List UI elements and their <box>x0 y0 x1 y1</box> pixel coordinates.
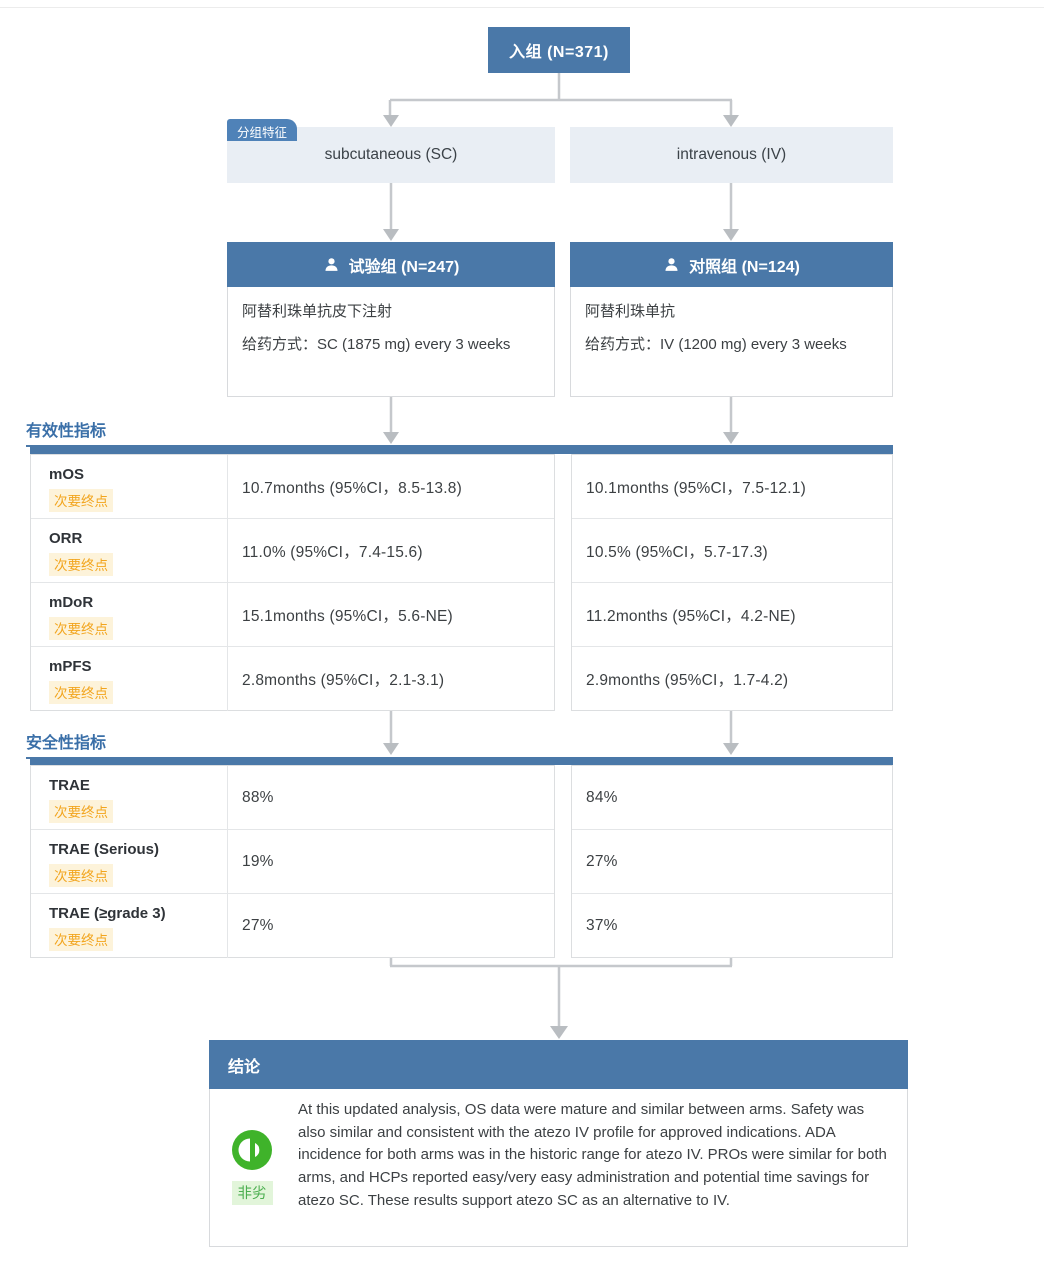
experimental-arm-card: 试验组 (N=247) 阿替利珠单抗皮下注射 给药方式：SC (1875 mg)… <box>227 242 555 397</box>
non-inferiority-badge: 非劣 <box>231 1181 273 1205</box>
metric-value-iv: 84% <box>586 788 618 806</box>
branch-intravenous-label: intravenous (IV) <box>676 146 787 163</box>
table-row: ORR 次要终点 11.0% (95%CI，7.4-15.6) <box>31 519 554 583</box>
metric-name: mDoR <box>49 594 94 611</box>
conclusion-header: 结论 <box>209 1040 908 1089</box>
metric-value-sc: 19% <box>242 852 274 870</box>
endpoint-badge: 次要终点 <box>49 681 113 704</box>
group-feature-tag: 分组特征 <box>227 119 298 141</box>
endpoint-badge: 次要终点 <box>49 617 113 640</box>
metric-label-cell: ORR 次要终点 <box>31 519 228 582</box>
table-row: 10.5% (95%CI，5.7-17.3) <box>572 519 892 583</box>
metric-label-cell: mPFS 次要终点 <box>31 647 228 711</box>
metric-label-cell: TRAE (Serious) 次要终点 <box>31 830 228 893</box>
table-row: 84% <box>572 766 892 830</box>
metric-name: mOS <box>49 466 85 483</box>
experimental-arm-body: 阿替利珠单抗皮下注射 给药方式：SC (1875 mg) every 3 wee… <box>228 287 554 370</box>
non-inferiority-icon <box>232 1130 272 1170</box>
safety-section-title: 安全性指标 <box>26 729 893 759</box>
table-row: 27% <box>572 830 892 894</box>
branch-subcutaneous-label: subcutaneous (SC) <box>324 146 458 163</box>
efficacy-table-sc: mOS 次要终点 10.7months (95%CI，8.5-13.8) ORR… <box>30 454 555 711</box>
table-row: mPFS 次要终点 2.8months (95%CI，2.1-3.1) <box>31 647 554 711</box>
metric-label-cell: TRAE 次要终点 <box>31 766 228 829</box>
endpoint-badge: 次要终点 <box>49 928 113 951</box>
control-arm-title: 对照组 (N=124) <box>689 258 800 276</box>
enrollment-label: 入组 (N=371) <box>509 44 609 61</box>
efficacy-section-bar <box>30 446 893 454</box>
endpoint-badge: 次要终点 <box>49 800 113 823</box>
safety-section-bar <box>30 757 893 765</box>
table-row: TRAE (≥grade 3) 次要终点 27% <box>31 894 554 958</box>
table-row: 37% <box>572 894 892 958</box>
efficacy-section-title: 有效性指标 <box>26 417 893 447</box>
metric-value-sc: 15.1months (95%CI，5.6-NE) <box>242 607 453 625</box>
table-row: 10.1months (95%CI，7.5-12.1) <box>572 455 892 519</box>
efficacy-table-iv: 10.1months (95%CI，7.5-12.1) 10.5% (95%CI… <box>571 454 893 711</box>
metric-value-iv: 11.2months (95%CI，4.2-NE) <box>586 607 796 625</box>
non-inferiority-indicator: 非劣 <box>223 1129 281 1213</box>
page-top-divider <box>0 7 1044 8</box>
control-arm-body: 阿替利珠单抗 给药方式：IV (1200 mg) every 3 weeks <box>571 287 892 370</box>
metric-value-sc: 88% <box>242 788 274 806</box>
experimental-arm-dosing: 给药方式：SC (1875 mg) every 3 weeks <box>242 336 511 353</box>
metric-value-sc: 11.0% (95%CI，7.4-15.6) <box>242 543 423 561</box>
safety-table-sc: TRAE 次要终点 88% TRAE (Serious) 次要终点 19% TR… <box>30 765 555 958</box>
endpoint-badge: 次要终点 <box>49 489 113 512</box>
table-row: 2.9months (95%CI，1.7-4.2) <box>572 647 892 711</box>
metric-value-sc: 2.8months (95%CI，2.1-3.1) <box>242 672 445 689</box>
table-row: mDoR 次要终点 15.1months (95%CI，5.6-NE) <box>31 583 554 647</box>
control-arm-drug: 阿替利珠单抗 <box>585 303 676 320</box>
enrollment-node: 入组 (N=371) <box>488 27 630 73</box>
metric-value-iv: 10.5% (95%CI，5.7-17.3) <box>586 543 768 561</box>
experimental-arm-drug: 阿替利珠单抗皮下注射 <box>242 303 393 320</box>
endpoint-badge: 次要终点 <box>49 553 113 576</box>
endpoint-badge: 次要终点 <box>49 864 113 887</box>
metric-name: TRAE (≥grade 3) <box>49 905 166 922</box>
control-arm-card: 对照组 (N=124) 阿替利珠单抗 给药方式：IV (1200 mg) eve… <box>570 242 893 397</box>
control-arm-dosing: 给药方式：IV (1200 mg) every 3 weeks <box>585 336 847 353</box>
metric-label-cell: TRAE (≥grade 3) 次要终点 <box>31 894 228 958</box>
conclusion-body: 非劣 At this updated analysis, OS data wer… <box>210 1089 907 1213</box>
conclusion-title: 结论 <box>228 1058 261 1076</box>
metric-value-sc: 27% <box>242 917 274 934</box>
metric-name: ORR <box>49 530 83 547</box>
metric-value-iv: 10.1months (95%CI，7.5-12.1) <box>586 479 806 497</box>
metric-value-iv: 37% <box>586 917 618 934</box>
metric-value-sc: 10.7months (95%CI，8.5-13.8) <box>242 479 462 497</box>
table-row: 11.2months (95%CI，4.2-NE) <box>572 583 892 647</box>
branch-intravenous: intravenous (IV) <box>570 127 893 183</box>
person-icon <box>325 258 338 271</box>
metric-name: mPFS <box>49 658 92 675</box>
table-row: TRAE 次要终点 88% <box>31 766 554 830</box>
table-row: mOS 次要终点 10.7months (95%CI，8.5-13.8) <box>31 455 554 519</box>
experimental-arm-header: 试验组 (N=247) <box>227 242 555 287</box>
person-icon <box>665 258 678 271</box>
metric-label-cell: mDoR 次要终点 <box>31 583 228 646</box>
metric-value-iv: 2.9months (95%CI，1.7-4.2) <box>586 672 789 689</box>
conclusion-card: 结论 非劣 At this updated analysis, OS data … <box>209 1040 908 1247</box>
safety-table-iv: 84% 27% 37% <box>571 765 893 958</box>
metric-label-cell: mOS 次要终点 <box>31 455 228 518</box>
metric-value-iv: 27% <box>586 852 618 870</box>
metric-name: TRAE (Serious) <box>49 841 160 858</box>
metric-name: TRAE <box>49 777 90 794</box>
table-row: TRAE (Serious) 次要终点 19% <box>31 830 554 894</box>
conclusion-text: At this updated analysis, OS data were m… <box>298 1101 887 1209</box>
control-arm-header: 对照组 (N=124) <box>570 242 893 287</box>
experimental-arm-title: 试验组 (N=247) <box>348 258 460 276</box>
